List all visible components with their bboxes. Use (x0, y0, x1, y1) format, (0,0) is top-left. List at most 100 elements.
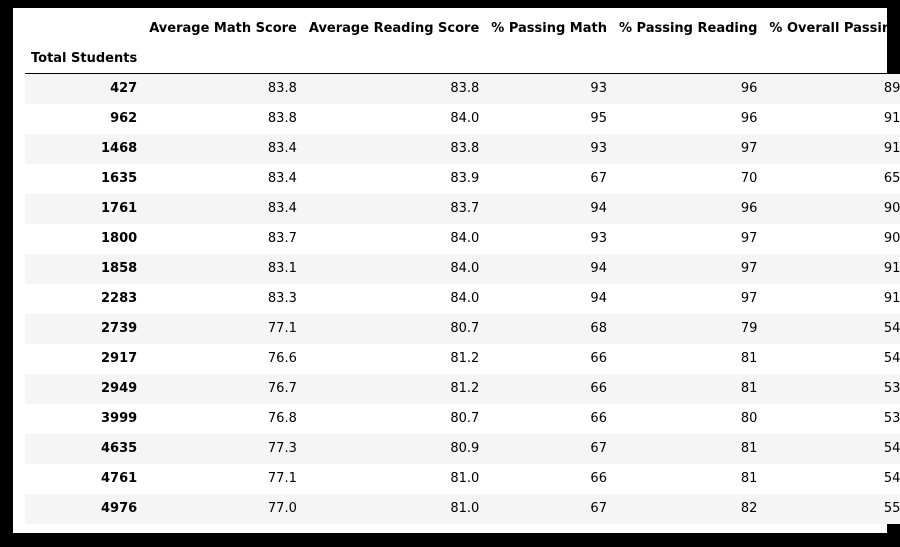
table-cell: 81.0 (450, 471, 480, 486)
table-row: 2739 77.1 80.7 68 79 54 (25, 313, 900, 344)
row-index: 427 (110, 81, 138, 97)
table-cell: 77.1 (267, 471, 297, 486)
table-cell: 77.1 (267, 321, 297, 336)
table-cell: 83.3 (267, 291, 297, 306)
row-index: 4635 (101, 441, 138, 456)
table-header: Average Math Score Average Reading Score… (25, 13, 900, 74)
table-cell: 93 (590, 81, 607, 97)
table-cell: 83.4 (267, 171, 297, 186)
row-index: 3999 (101, 411, 138, 426)
row-index: 2739 (101, 321, 138, 336)
table-cell: 83.8 (267, 111, 297, 126)
table-cell: 94 (590, 291, 607, 306)
column-header: Average Reading Score (308, 20, 480, 36)
empty-header-cell (763, 43, 900, 74)
table-cell: 96 (740, 81, 758, 97)
table-cell: 54 (883, 321, 900, 336)
table-row: 4976 77.0 81.0 67 82 55 (25, 493, 900, 524)
table-cell: 97 (740, 291, 758, 306)
table-cell: 83.7 (450, 201, 480, 216)
table-cell: 77.0 (267, 501, 297, 516)
table-cell: 82 (740, 501, 758, 516)
table-row: 1761 83.4 83.7 94 96 90 (25, 193, 900, 224)
empty-header-cell (302, 43, 486, 74)
table-cell: 54 (883, 351, 900, 366)
index-name-row: Total Students (25, 43, 900, 74)
table-cell: 76.6 (267, 351, 297, 366)
table-cell: 84.0 (450, 111, 480, 126)
table-cell: 94 (590, 261, 607, 276)
row-index: 2917 (101, 351, 138, 366)
table-cell: 66 (590, 471, 607, 486)
row-index: 962 (110, 111, 138, 126)
dataframe-table: Average Math Score Average Reading Score… (25, 13, 900, 524)
table-cell: 80.7 (450, 321, 480, 336)
table-cell: 81.2 (450, 351, 480, 366)
table-cell: 83.8 (450, 141, 480, 156)
table-row: 962 83.8 84.0 95 96 91 (25, 103, 900, 134)
row-index: 4976 (101, 501, 138, 516)
table-cell: 83.8 (267, 81, 297, 97)
table-body: 427 83.8 83.8 93 96 89 962 83.8 84.0 95 96 91 1468 83… (25, 73, 900, 524)
table-cell: 66 (590, 411, 607, 426)
table-cell: 97 (740, 141, 758, 156)
empty-header-cell (612, 43, 764, 74)
table-cell: 83.1 (267, 261, 297, 276)
table-cell: 67 (590, 441, 607, 456)
row-index: 1468 (101, 141, 138, 156)
table-cell: 81 (740, 441, 758, 456)
table-cell: 80.9 (450, 441, 480, 456)
output-frame: Average Math Score Average Reading Score… (13, 8, 900, 533)
table-cell: 79 (740, 321, 758, 336)
table-row: 2283 83.3 84.0 94 97 91 (25, 283, 900, 314)
index-name: Total Students (25, 43, 144, 74)
empty-header-cell (143, 43, 303, 74)
table-cell: 90 (883, 231, 900, 246)
table-row: 1635 83.4 83.9 67 70 65 (25, 163, 900, 194)
table-cell: 84.0 (450, 261, 480, 276)
table-cell: 77.3 (267, 441, 297, 456)
table-cell: 83.4 (267, 201, 297, 216)
header-corner-cell (25, 13, 143, 43)
table-cell: 83.7 (267, 231, 297, 246)
table-cell: 83.9 (450, 171, 480, 186)
table-cell: 81.0 (450, 501, 480, 516)
table-cell: 90 (883, 201, 900, 216)
table-row: 2917 76.6 81.2 66 81 54 (25, 343, 900, 374)
table-cell: 91 (883, 141, 900, 156)
row-index: 1761 (101, 201, 138, 216)
table-cell: 76.7 (267, 381, 297, 396)
table-row: 1858 83.1 84.0 94 97 91 (25, 253, 900, 284)
table-cell: 80.7 (450, 411, 480, 426)
table-cell: 97 (740, 231, 758, 246)
table-row: 427 83.8 83.8 93 96 89 (25, 73, 900, 104)
table-cell: 91 (883, 291, 900, 306)
table-cell: 66 (590, 381, 607, 396)
table-cell: 81 (740, 351, 758, 366)
table-cell: 66 (590, 351, 607, 366)
table-cell: 70 (740, 171, 758, 186)
table-cell: 55 (883, 501, 900, 516)
table-cell: 91 (883, 111, 900, 126)
table-cell: 68 (590, 321, 607, 336)
column-header: % Passing Reading (618, 20, 758, 36)
table-row: 3999 76.8 80.7 66 80 53 (25, 403, 900, 434)
table-cell: 53 (883, 381, 900, 396)
row-index: 2949 (101, 381, 138, 396)
table-cell: 54 (883, 471, 900, 486)
column-header: % Passing Math (491, 20, 607, 36)
table-cell: 96 (740, 201, 758, 216)
table-cell: 97 (740, 261, 758, 276)
table-row: 4761 77.1 81.0 66 81 54 (25, 463, 900, 494)
table-cell: 81.2 (450, 381, 480, 396)
table-row: 1468 83.4 83.8 93 97 91 (25, 133, 900, 164)
row-index: 2283 (101, 291, 138, 306)
table-cell: 83.4 (267, 141, 297, 156)
row-index: 1800 (101, 231, 138, 246)
column-header-row: Average Math Score Average Reading Score… (25, 13, 900, 43)
table-row: 4635 77.3 80.9 67 81 54 (25, 433, 900, 464)
table-cell: 93 (590, 141, 607, 156)
table-cell: 76.8 (267, 411, 297, 426)
table-row: 2949 76.7 81.2 66 81 53 (25, 373, 900, 404)
table-cell: 95 (590, 111, 607, 126)
